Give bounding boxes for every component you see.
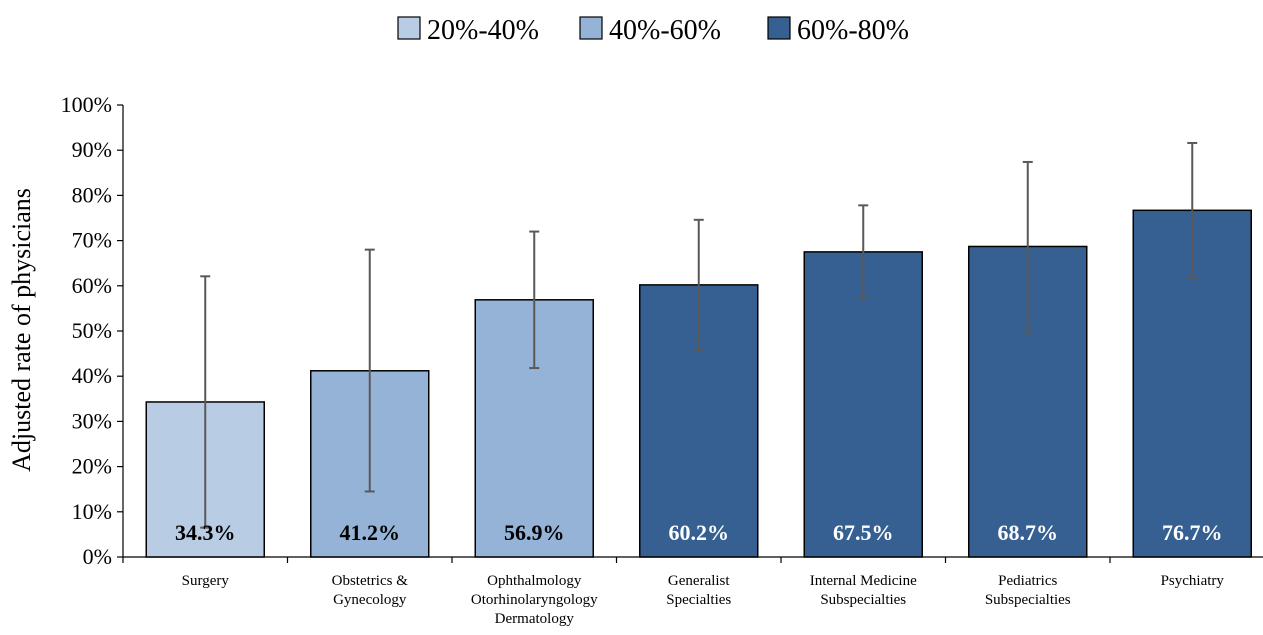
- category-label-line: Specialties: [666, 592, 731, 608]
- category-label-2: Obstetrics & Gynecology: [332, 573, 409, 608]
- category-label-line: Psychiatry: [1161, 573, 1225, 589]
- category-label-line: Pediatrics: [998, 573, 1057, 589]
- y-tick-label: 40%: [72, 363, 112, 388]
- y-tick-label: 10%: [72, 499, 112, 524]
- data-label-7: 76.7%: [1162, 520, 1223, 545]
- legend: 20%-40% 40%-60% 60%-80%: [397, 15, 909, 46]
- data-label-4: 60.2%: [669, 520, 730, 545]
- category-label-3: Ophthalmology Otorhinolaryngology Dermatol…: [471, 573, 598, 627]
- legend-swatch-1: [397, 16, 421, 40]
- category-label-line: Subspecialties: [985, 592, 1071, 608]
- data-labels: 34.3% 41.2% 56.9% 60.2% 67.5% 68.7% 76.7%: [175, 520, 1223, 545]
- legend-label-1: 20%-40%: [427, 15, 539, 46]
- y-axis-title: Adjusted rate of physicians: [7, 188, 36, 472]
- axes: 0% 10% 20% 30% 40% 50% 60% 70% 80% 90% 100% Surgery…: [61, 92, 1263, 627]
- legend-swatch-2: [579, 16, 603, 40]
- error-bars: [200, 141, 1198, 529]
- category-label-line: Internal Medicine: [810, 573, 917, 589]
- category-label-line: Subspecialties: [820, 592, 906, 608]
- category-label-5: Internal Medicine Subspecialties: [810, 573, 917, 608]
- category-label-4: Generalist Specialties: [666, 573, 731, 608]
- y-tick-label: 80%: [72, 182, 112, 207]
- category-label-line: Ophthalmology: [487, 573, 582, 589]
- legend-swatch-3: [767, 16, 791, 40]
- legend-label-3: 60%-80%: [797, 15, 909, 46]
- data-label-1: 34.3%: [175, 520, 236, 545]
- category-label-line: Gynecology: [333, 592, 407, 608]
- category-label-6: Pediatrics Subspecialties: [985, 573, 1071, 608]
- y-tick-label: 100%: [61, 92, 112, 117]
- category-label-line: Surgery: [182, 573, 230, 589]
- data-label-5: 67.5%: [833, 520, 894, 545]
- category-label-line: Otorhinolaryngology: [471, 592, 598, 608]
- category-label-line: Obstetrics &: [332, 573, 409, 589]
- y-tick-label: 60%: [72, 273, 112, 298]
- data-label-2: 41.2%: [340, 520, 401, 545]
- category-label-1: Surgery: [182, 573, 230, 589]
- category-label-line: Dermatology: [495, 611, 575, 627]
- y-tick-label: 50%: [72, 318, 112, 343]
- y-tick-label: 20%: [72, 454, 112, 479]
- category-label-line: Generalist: [668, 573, 730, 589]
- y-tick-label: 70%: [72, 228, 112, 253]
- data-label-6: 68.7%: [998, 520, 1059, 545]
- y-tick-label: 0%: [83, 544, 112, 569]
- bar-5: [803, 251, 923, 558]
- category-label-7: Psychiatry: [1161, 573, 1225, 589]
- data-label-3: 56.9%: [504, 520, 565, 545]
- y-tick-label: 90%: [72, 137, 112, 162]
- y-tick-label: 30%: [72, 408, 112, 433]
- legend-label-2: 40%-60%: [609, 15, 721, 46]
